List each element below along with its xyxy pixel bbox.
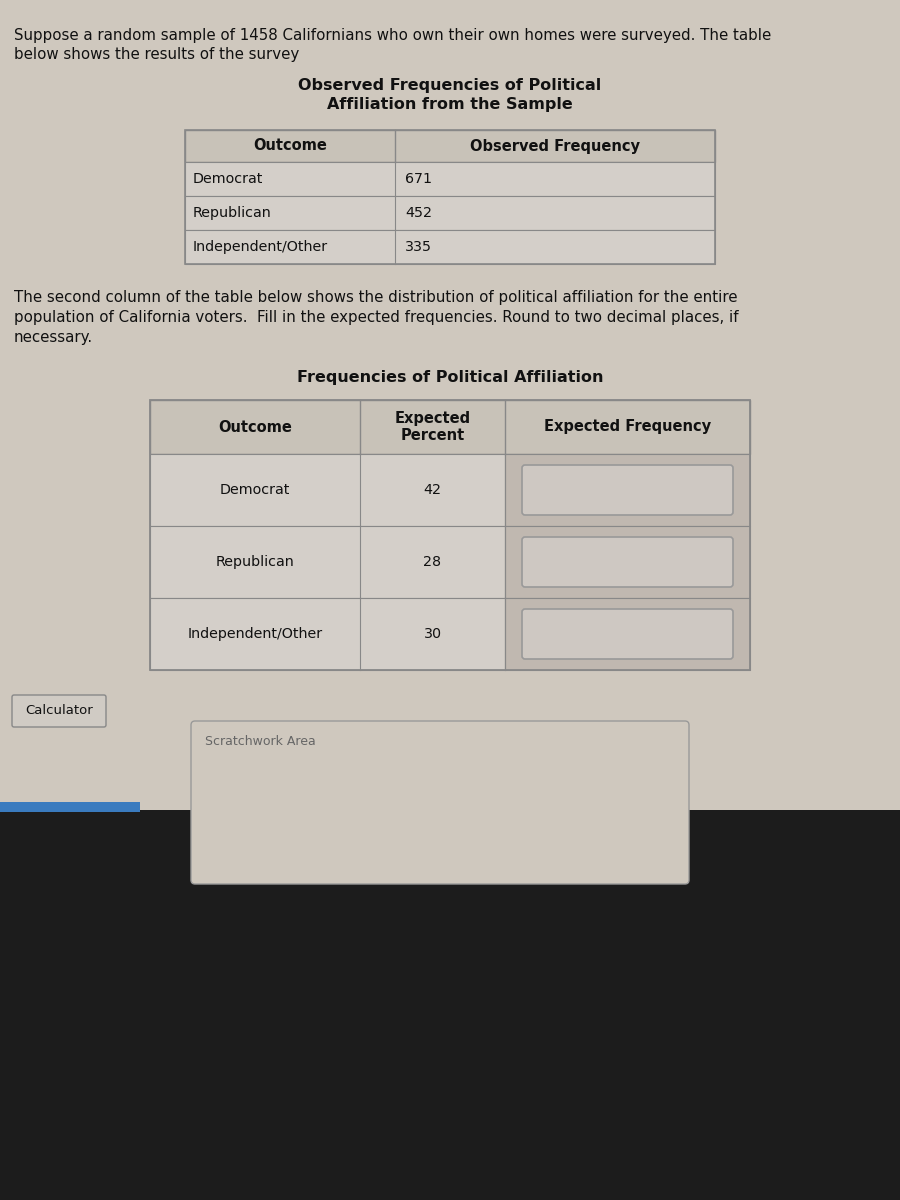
Text: below shows the results of the survey: below shows the results of the survey — [14, 47, 299, 62]
Bar — [185, 196, 715, 230]
FancyBboxPatch shape — [191, 721, 689, 884]
Text: Calculator: Calculator — [25, 704, 93, 718]
Text: Democrat: Democrat — [220, 482, 290, 497]
Bar — [185, 162, 715, 196]
Text: Outcome: Outcome — [253, 138, 327, 154]
Text: Independent/Other: Independent/Other — [187, 626, 322, 641]
Text: necessary.: necessary. — [14, 330, 93, 346]
Bar — [150, 400, 750, 454]
Text: 671: 671 — [405, 172, 432, 186]
Bar — [185, 230, 715, 264]
Bar — [150, 526, 505, 598]
Bar — [185, 130, 715, 162]
Text: Republican: Republican — [216, 554, 294, 569]
Text: Observed Frequencies of Political: Observed Frequencies of Political — [299, 78, 601, 92]
Bar — [505, 454, 750, 526]
Text: 30: 30 — [423, 626, 442, 641]
Text: 28: 28 — [423, 554, 442, 569]
Bar — [150, 598, 505, 670]
Bar — [505, 526, 750, 598]
Bar — [150, 400, 750, 670]
Text: population of California voters.  Fill in the expected frequencies. Round to two: population of California voters. Fill in… — [14, 310, 739, 325]
Bar — [505, 598, 750, 670]
FancyBboxPatch shape — [522, 538, 733, 587]
Text: Democrat: Democrat — [193, 172, 264, 186]
Text: Independent/Other: Independent/Other — [193, 240, 328, 254]
Text: 452: 452 — [405, 206, 432, 220]
Text: Percent: Percent — [400, 427, 464, 443]
Bar — [185, 130, 715, 264]
FancyBboxPatch shape — [12, 695, 106, 727]
Bar — [0, 810, 900, 1200]
Text: 42: 42 — [424, 482, 442, 497]
Text: Republican: Republican — [193, 206, 272, 220]
Text: Affiliation from the Sample: Affiliation from the Sample — [327, 97, 573, 112]
Bar — [150, 454, 505, 526]
Text: Expected: Expected — [394, 412, 471, 426]
Text: Expected Frequency: Expected Frequency — [544, 420, 711, 434]
FancyBboxPatch shape — [522, 608, 733, 659]
Text: Observed Frequency: Observed Frequency — [470, 138, 640, 154]
Text: Outcome: Outcome — [218, 420, 292, 434]
Text: 335: 335 — [405, 240, 432, 254]
Text: The second column of the table below shows the distribution of political affilia: The second column of the table below sho… — [14, 290, 737, 305]
Bar — [0, 802, 140, 812]
Text: Frequencies of Political Affiliation: Frequencies of Political Affiliation — [297, 370, 603, 385]
FancyBboxPatch shape — [522, 464, 733, 515]
Text: Scratchwork Area: Scratchwork Area — [205, 734, 316, 748]
Text: Suppose a random sample of 1458 Californians who own their own homes were survey: Suppose a random sample of 1458 Californ… — [14, 28, 771, 43]
